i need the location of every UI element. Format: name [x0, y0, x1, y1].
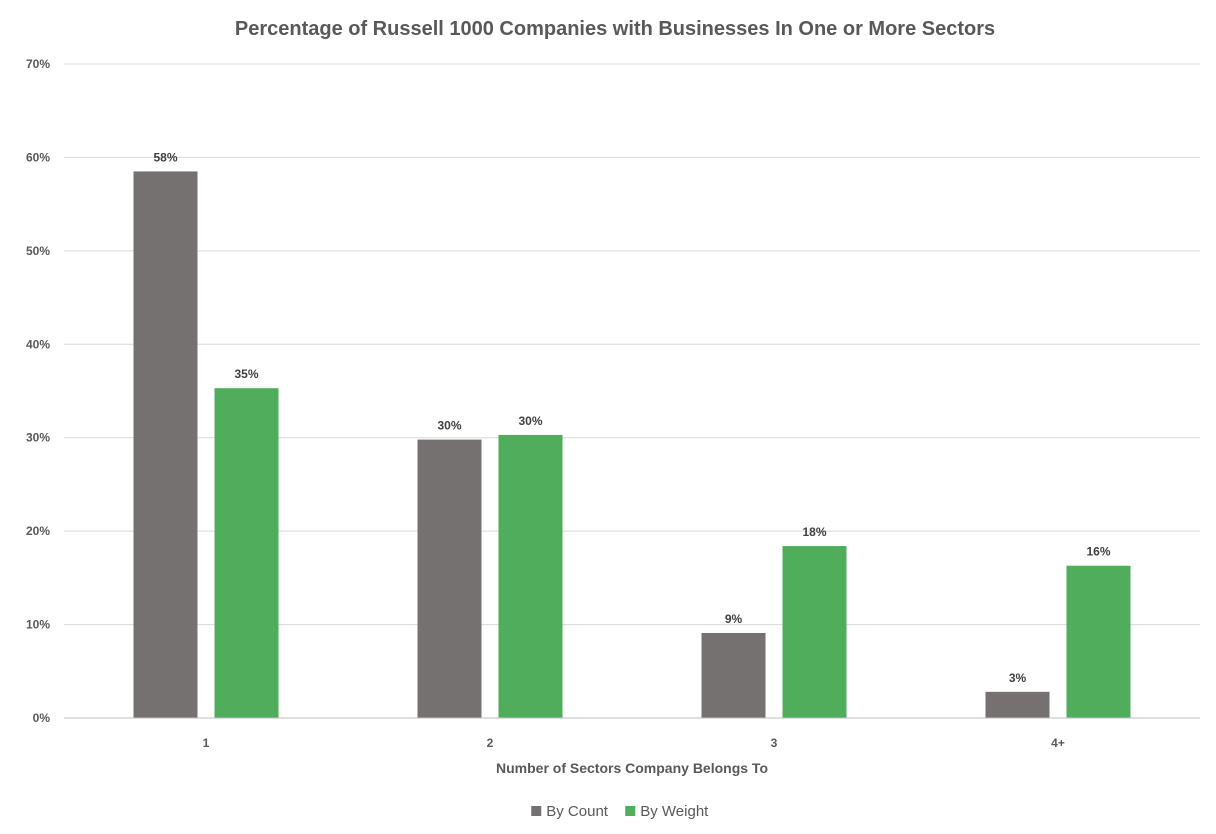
bars: [133, 171, 1131, 718]
data-label: 16%: [1086, 545, 1110, 559]
legend-swatch-by-count: [531, 806, 542, 816]
bar-by-count: [133, 171, 198, 718]
x-axis-title: Number of Sectors Company Belongs To: [496, 760, 768, 776]
legend: By Count By Weight: [531, 803, 709, 820]
bar-by-weight: [498, 434, 563, 718]
data-label: 18%: [802, 525, 826, 539]
bar-by-weight: [214, 388, 279, 718]
data-label: 3%: [1009, 671, 1027, 685]
data-label: 9%: [725, 612, 743, 626]
bar-by-count: [985, 691, 1050, 718]
data-label: 30%: [437, 419, 461, 433]
x-tick-label: 2: [487, 736, 494, 750]
x-tick-label: 4+: [1051, 736, 1065, 750]
y-tick-label: 20%: [26, 524, 50, 538]
x-tick-label: 1: [203, 736, 210, 750]
chart-title: Percentage of Russell 1000 Companies wit…: [235, 18, 995, 40]
data-label: 58%: [153, 150, 177, 164]
y-tick-label: 40%: [26, 337, 50, 351]
y-tick-label: 10%: [26, 618, 50, 632]
x-tick-label: 3: [771, 736, 778, 750]
axes: 0% 10% 20% 30% 40% 50% 60% 70% 1 2 3 4+: [26, 57, 1200, 750]
y-tick-label: 70%: [26, 57, 50, 71]
bar-by-count: [701, 632, 766, 718]
y-tick-label: 30%: [26, 431, 50, 445]
data-labels: 58% 35% 30% 30% 9% 18% 3% 16%: [153, 150, 1110, 684]
bar-by-weight: [782, 546, 847, 718]
data-label: 30%: [518, 414, 542, 428]
bar-by-count: [417, 439, 482, 718]
y-tick-label: 60%: [26, 150, 50, 164]
data-label: 35%: [234, 367, 258, 381]
legend-swatch-by-weight: [625, 806, 636, 816]
y-tick-label: 0%: [33, 711, 51, 725]
legend-label-by-count: By Count: [546, 803, 609, 820]
legend-label-by-weight: By Weight: [640, 803, 709, 820]
y-tick-label: 50%: [26, 244, 50, 258]
bar-by-weight: [1066, 565, 1131, 718]
